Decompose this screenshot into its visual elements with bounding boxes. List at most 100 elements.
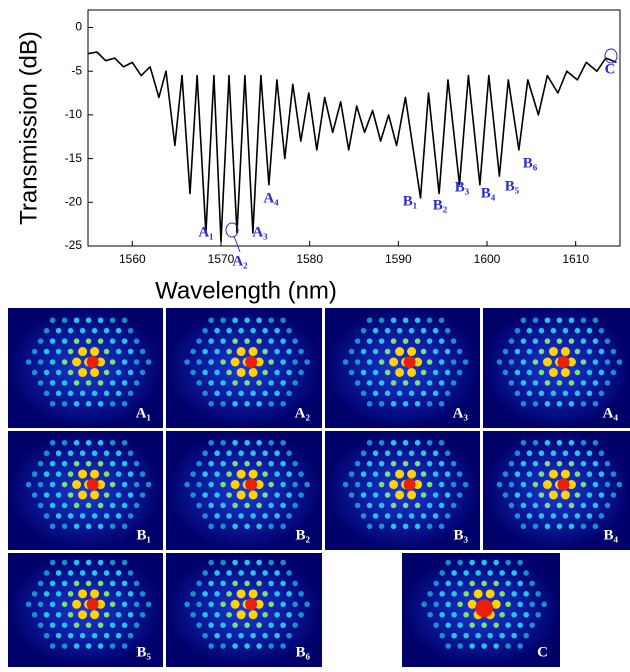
core-spot xyxy=(592,380,599,386)
core-spot xyxy=(444,450,451,457)
core-spot xyxy=(220,359,226,365)
core-spot xyxy=(67,327,74,334)
core-spot xyxy=(378,460,385,467)
core-spot xyxy=(121,359,128,365)
core-spot xyxy=(499,591,505,597)
core-spot xyxy=(61,523,68,530)
core-spot xyxy=(544,317,551,324)
core-spot xyxy=(408,390,415,397)
core-spot xyxy=(568,502,575,509)
core-spot xyxy=(532,380,539,386)
core-spot xyxy=(268,439,274,446)
core-spot xyxy=(574,513,581,519)
core-spot xyxy=(208,601,214,608)
core-spot xyxy=(286,513,292,519)
y-tick-label: 0 xyxy=(75,20,82,34)
core-spot xyxy=(354,380,361,386)
core-spot xyxy=(574,492,581,498)
core-spot xyxy=(542,480,552,490)
core-spot xyxy=(463,570,469,576)
core-spot xyxy=(202,591,208,597)
core-spot xyxy=(121,481,128,488)
core-spot xyxy=(544,439,551,446)
core-spot xyxy=(184,601,190,608)
core-spot xyxy=(548,347,558,357)
core-spot xyxy=(610,471,617,477)
core-spot xyxy=(220,380,226,386)
core-spot xyxy=(61,460,68,467)
core-spot xyxy=(109,439,116,446)
core-spot xyxy=(286,591,292,597)
core-spot xyxy=(366,502,373,509)
hot-spot xyxy=(557,478,570,491)
core-spot xyxy=(514,348,521,355)
core-spot xyxy=(202,390,208,397)
core-spot xyxy=(529,580,535,587)
core-spot xyxy=(220,439,226,446)
core-spot xyxy=(232,380,238,386)
core-spot xyxy=(103,369,110,376)
core-spot xyxy=(438,380,445,386)
core-spot xyxy=(254,599,264,609)
core-spot xyxy=(438,338,445,344)
core-spot xyxy=(85,580,92,587)
x-tick-label: 1570 xyxy=(208,252,235,266)
core-spot xyxy=(96,480,106,490)
core-spot xyxy=(73,502,80,509)
core-spot xyxy=(420,492,427,498)
core-spot xyxy=(268,481,274,488)
core-spot xyxy=(384,390,391,397)
core-spot xyxy=(208,622,214,628)
core-spot xyxy=(145,601,152,608)
core-spot xyxy=(55,450,62,457)
core-spot xyxy=(133,502,140,509)
core-spot xyxy=(25,601,32,608)
core-spot xyxy=(61,643,68,649)
core-spot xyxy=(292,601,298,608)
core-spot xyxy=(248,490,258,500)
core-spot xyxy=(580,460,587,467)
marker-circle xyxy=(604,48,618,64)
core-spot xyxy=(538,390,545,397)
core-spot xyxy=(475,570,481,576)
core-spot xyxy=(97,460,104,467)
core-spot xyxy=(208,502,214,509)
core-spot xyxy=(208,481,214,488)
core-spot xyxy=(456,492,463,498)
core-spot xyxy=(469,622,475,628)
core-spot xyxy=(462,359,469,365)
core-spot xyxy=(372,513,379,519)
core-spot xyxy=(366,317,373,324)
core-spot xyxy=(109,559,116,566)
core-spot xyxy=(220,317,226,324)
core-spot xyxy=(526,348,533,355)
core-spot xyxy=(109,481,116,488)
core-spot xyxy=(354,481,361,488)
core-spot xyxy=(250,513,256,519)
core-spot xyxy=(520,359,527,365)
core-spot xyxy=(542,357,552,367)
core-spot xyxy=(426,481,433,488)
core-spot xyxy=(550,450,557,457)
core-spot xyxy=(91,513,98,519)
core-spot xyxy=(526,450,533,457)
core-spot xyxy=(220,338,226,344)
core-spot xyxy=(433,580,439,587)
core-spot xyxy=(139,611,146,618)
core-spot xyxy=(598,471,605,477)
core-spot xyxy=(414,400,421,407)
core-spot xyxy=(298,471,304,477)
core-spot xyxy=(139,348,146,355)
core-spot xyxy=(67,570,74,576)
core-spot xyxy=(548,367,558,377)
core-spot xyxy=(426,460,433,467)
core-spot xyxy=(232,622,238,628)
hot-spot xyxy=(475,599,494,618)
core-spot xyxy=(378,359,385,365)
core-spot xyxy=(580,380,587,386)
core-spot xyxy=(190,492,196,498)
marker-line xyxy=(233,235,241,253)
core-spot xyxy=(514,513,521,519)
core-spot xyxy=(220,643,226,649)
core-spot xyxy=(49,622,56,628)
